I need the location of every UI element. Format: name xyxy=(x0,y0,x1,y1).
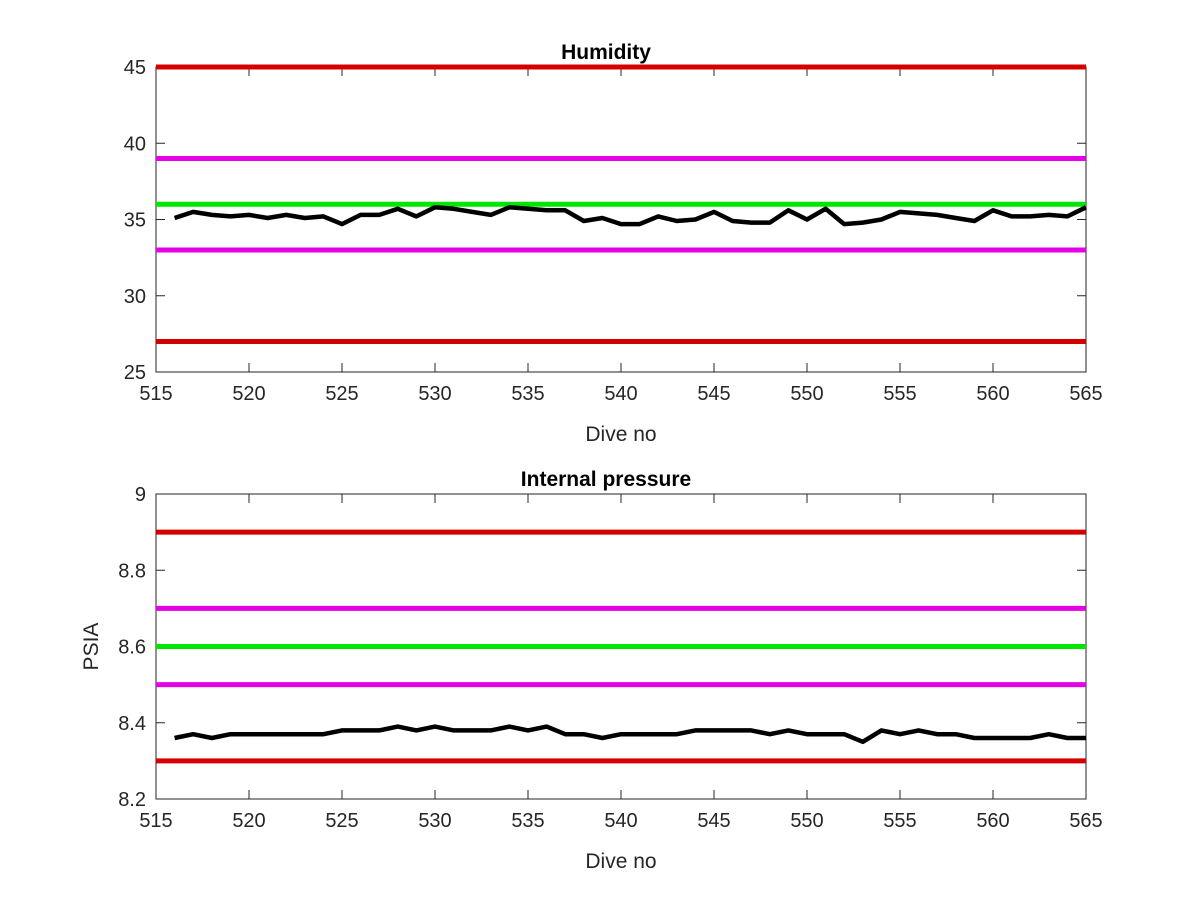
x-tick-label: 565 xyxy=(1069,383,1102,405)
y-tick-label: 45 xyxy=(124,57,146,79)
y-tick-label: 9 xyxy=(135,484,146,506)
y-tick-label: 35 xyxy=(124,210,146,232)
y-tick-label: 25 xyxy=(124,362,146,384)
chart-title: Humidity xyxy=(561,41,651,64)
x-tick-label: 530 xyxy=(418,810,451,832)
plot-area xyxy=(155,66,1087,373)
x-tick-label: 525 xyxy=(325,810,358,832)
x-tick-label: 550 xyxy=(790,383,823,405)
x-tick-label: 530 xyxy=(418,383,451,405)
x-tick-label: 545 xyxy=(697,383,730,405)
x-tick-label: 555 xyxy=(883,383,916,405)
x-tick-label: 545 xyxy=(697,810,730,832)
series-line xyxy=(173,205,1087,227)
x-tick-label: 560 xyxy=(976,810,1009,832)
x-tick-label: 535 xyxy=(511,810,544,832)
chart-title: Internal pressure xyxy=(521,468,691,491)
x-tick-label: 565 xyxy=(1069,810,1102,832)
x-tick-label: 520 xyxy=(232,383,265,405)
x-tick-label: 515 xyxy=(139,810,172,832)
x-tick-label: 550 xyxy=(790,810,823,832)
x-tick-label: 560 xyxy=(976,383,1009,405)
y-axis-label: PSIA xyxy=(80,623,103,671)
x-tick-label: 540 xyxy=(604,810,637,832)
x-tick-label: 540 xyxy=(604,383,637,405)
x-axis-label: Dive no xyxy=(585,423,656,446)
series-line xyxy=(174,724,1086,745)
x-tick-label: 535 xyxy=(511,383,544,405)
y-tick-label: 30 xyxy=(124,286,146,308)
internal-pressure-panel: 515 520 525 530 535 540 545 550 555 560 565 8.2 8.4 8… xyxy=(80,468,1103,873)
y-tick-label: 8.2 xyxy=(118,789,146,811)
x-tick-label: 555 xyxy=(883,810,916,832)
humidity-panel: 515 520 525 530 535 540 545 550 555 560 565 25 30 35 4… xyxy=(124,41,1103,446)
y-tick-label: 8.8 xyxy=(118,560,146,582)
y-tick-label: 8.4 xyxy=(118,713,146,735)
y-tick-label: 8.6 xyxy=(118,637,146,659)
y-tick-label: 40 xyxy=(124,133,146,155)
x-axis-label: Dive no xyxy=(585,850,656,873)
x-tick-label: 520 xyxy=(232,810,265,832)
x-tick-label: 515 xyxy=(139,383,172,405)
x-tick-label: 525 xyxy=(325,383,358,405)
